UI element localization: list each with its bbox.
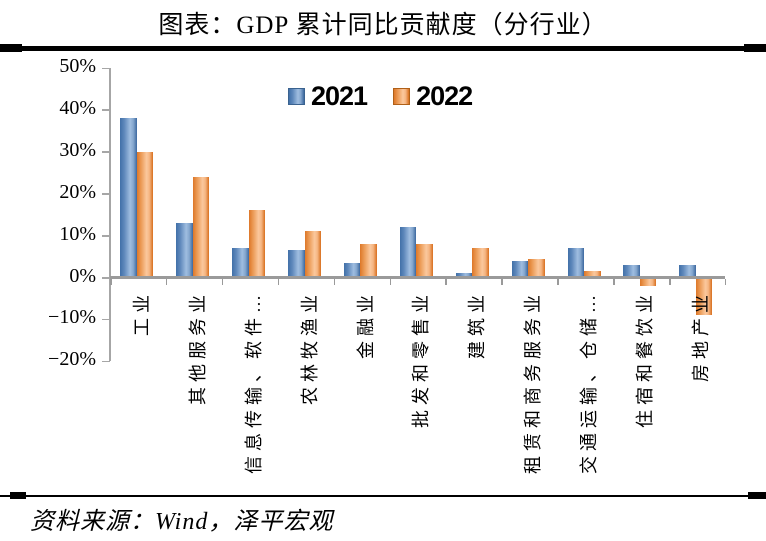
x-category-label: 其他服务业 xyxy=(187,290,208,405)
x-category-label: 工业 xyxy=(131,290,152,336)
y-tick-label: 40% xyxy=(59,96,96,119)
source-note: 资料来源：Wind，泽平宏观 xyxy=(30,509,334,535)
y-tick-label: −20% xyxy=(48,348,96,371)
x-category-label: 信息传输、软件… xyxy=(243,290,264,474)
x-axis-tick xyxy=(389,279,391,285)
bar-2021 xyxy=(120,118,137,278)
bar-2022 xyxy=(192,176,210,278)
x-category-label: 金融业 xyxy=(355,290,376,359)
bar-2022 xyxy=(695,277,713,316)
x-axis-tick xyxy=(669,279,671,285)
bar-2021 xyxy=(567,248,584,278)
bar-2022 xyxy=(136,151,154,278)
legend-swatch-2022-icon xyxy=(393,88,411,105)
chart-title: 图表：GDP 累计同比贡献度（分行业） xyxy=(158,12,608,39)
x-category-label: 房地产业 xyxy=(690,290,711,382)
y-tick-label: −10% xyxy=(48,306,96,329)
x-category-label: 住宿和餐饮业 xyxy=(635,290,656,428)
y-axis-tick xyxy=(102,67,110,69)
bar-2021 xyxy=(343,262,361,278)
y-axis-tick xyxy=(102,109,110,111)
bar-2022 xyxy=(639,277,657,286)
y-axis-tick xyxy=(102,235,110,237)
x-axis-tick xyxy=(613,279,615,285)
bar-2022 xyxy=(248,210,266,278)
y-tick-label: 50% xyxy=(59,55,96,77)
top-divider xyxy=(0,46,766,51)
x-axis-tick xyxy=(501,279,503,285)
top-divider-left-nub xyxy=(0,44,22,52)
bottom-divider-left-nub xyxy=(10,492,26,499)
y-axis-tick xyxy=(102,151,110,153)
x-axis-tick xyxy=(110,279,112,285)
y-axis-line xyxy=(109,68,111,362)
bottom-divider xyxy=(0,495,766,497)
legend-swatch-2021-icon xyxy=(288,88,305,105)
y-axis-tick xyxy=(102,360,110,363)
y-tick-label: 0% xyxy=(69,264,96,287)
x-category-label: 租赁和商务服务业 xyxy=(523,290,544,474)
bar-2022 xyxy=(528,258,545,278)
y-tick-label: 30% xyxy=(59,138,96,161)
bar-2021 xyxy=(623,264,640,278)
bottom-divider-right-nub xyxy=(748,492,766,499)
bar-2022 xyxy=(304,231,321,278)
bar-2021 xyxy=(399,227,417,278)
x-axis-tick xyxy=(165,279,168,285)
y-axis-tick xyxy=(102,277,110,279)
x-category-label: 批发和零售业 xyxy=(411,290,432,428)
y-axis-tick xyxy=(102,193,110,195)
x-axis-tick xyxy=(221,279,224,285)
x-axis-tick xyxy=(277,279,280,285)
bar-2021 xyxy=(176,223,193,278)
x-category-label: 交通运输、仓储… xyxy=(579,290,600,474)
x-axis-tick xyxy=(333,279,336,285)
y-axis-tick xyxy=(102,318,110,321)
x-axis-tick xyxy=(445,279,447,285)
legend-item-2021: 2021 xyxy=(288,81,368,112)
y-tick-label: 20% xyxy=(59,180,96,203)
x-axis-tick xyxy=(724,279,727,285)
bar-2021 xyxy=(288,250,305,278)
bar-2022 xyxy=(360,243,377,278)
x-axis-tick xyxy=(557,279,559,285)
x-category-label: 农林牧渔业 xyxy=(299,290,320,405)
x-axis-baseline xyxy=(110,276,725,279)
bar-2022 xyxy=(584,271,601,278)
bar-2022 xyxy=(416,243,433,278)
bar-2021 xyxy=(511,260,529,278)
legend-item-2022: 2022 xyxy=(393,81,473,112)
chart-legend: 2021 2022 xyxy=(288,81,473,112)
legend-label-2021: 2021 xyxy=(311,81,368,111)
x-category-label: 建筑业 xyxy=(467,290,488,359)
bar-2022 xyxy=(472,248,489,278)
legend-label-2022: 2022 xyxy=(416,81,473,111)
top-divider-right-nub xyxy=(744,44,766,52)
bar-2021 xyxy=(232,248,249,278)
bar-2021 xyxy=(455,273,473,278)
y-tick-label: 10% xyxy=(59,222,96,245)
bar-2021 xyxy=(679,264,696,278)
